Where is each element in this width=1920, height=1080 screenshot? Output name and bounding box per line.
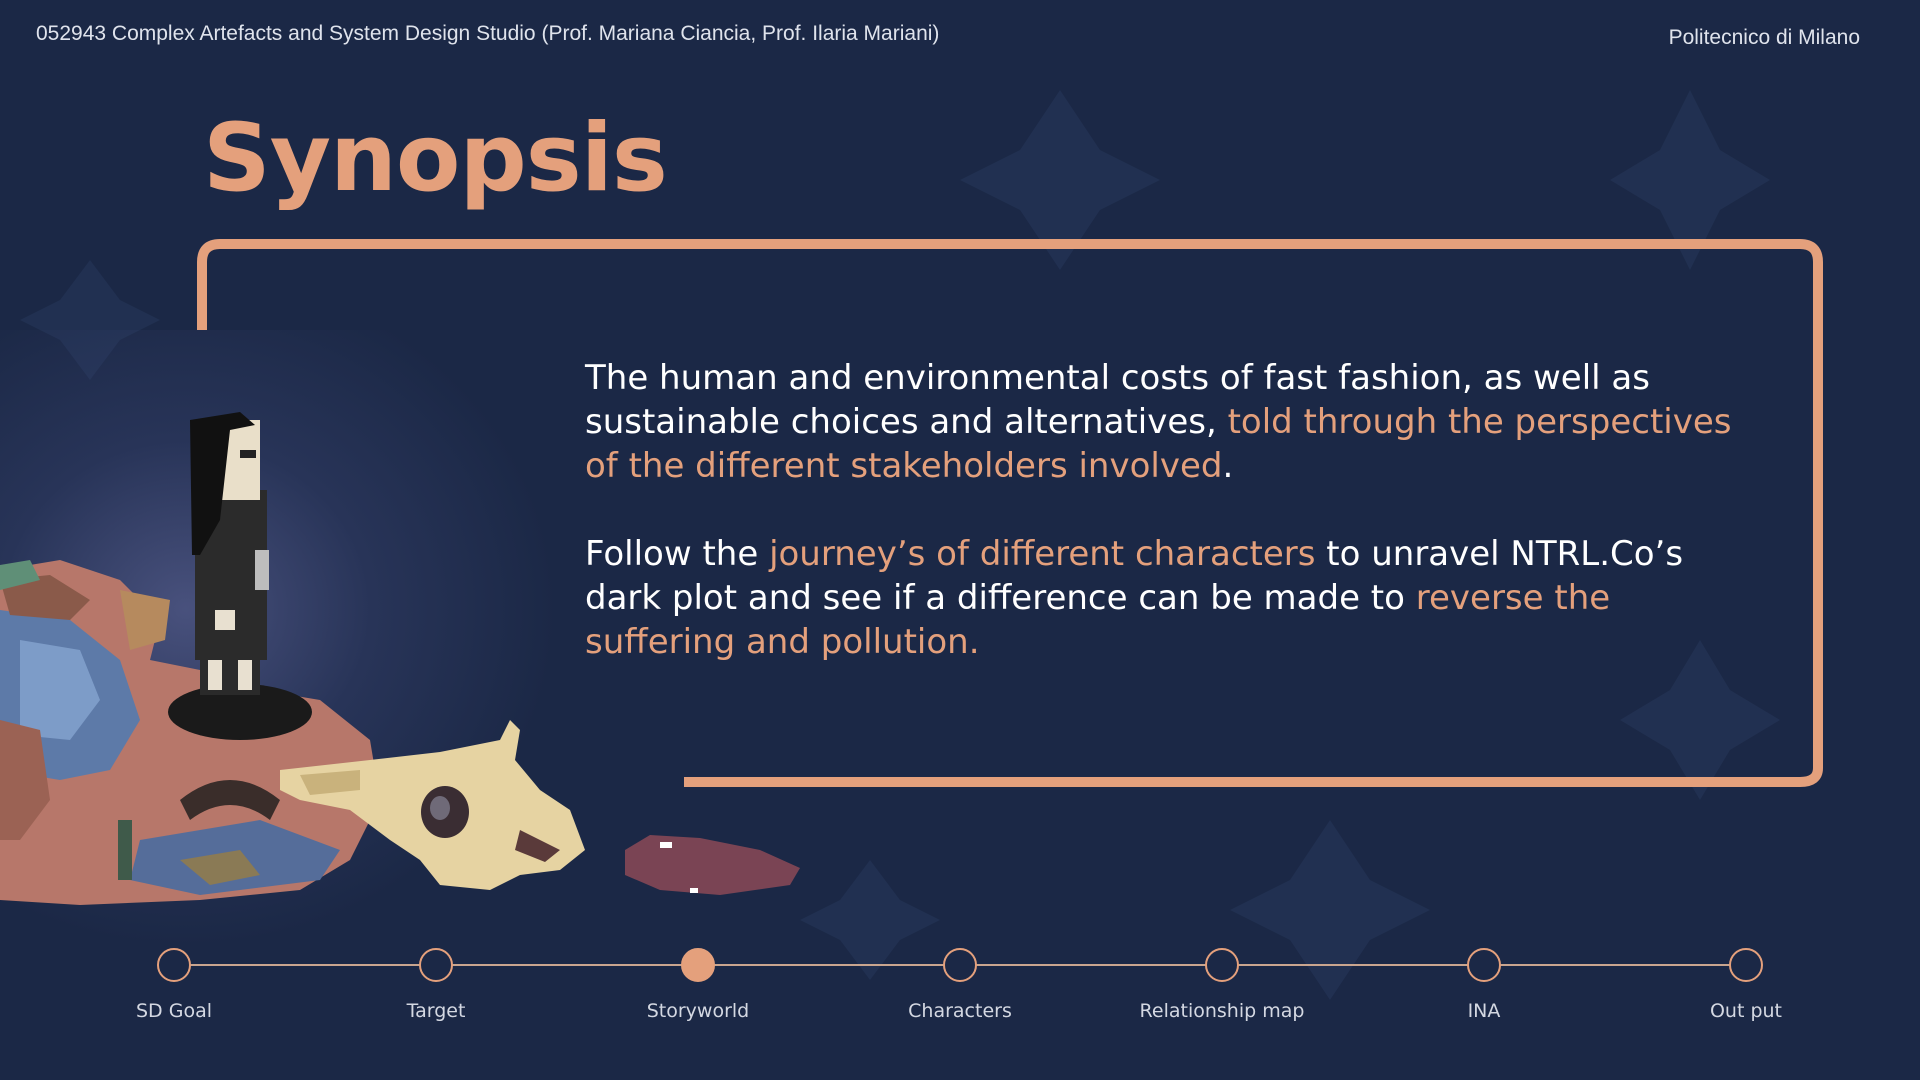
timeline-label[interactable]: Storyworld: [646, 1000, 750, 1022]
timeline-label[interactable]: INA: [1467, 1000, 1501, 1022]
timeline-label[interactable]: SD Goal: [136, 1000, 212, 1022]
course-header: 052943 Complex Artefacts and System Desi…: [36, 22, 940, 45]
skull: [280, 720, 585, 890]
small-rag: [625, 835, 800, 895]
timeline-label[interactable]: Target: [406, 1000, 466, 1022]
timeline-dot[interactable]: [1205, 948, 1239, 982]
clothing-pile: [0, 560, 380, 905]
timeline-label[interactable]: Out put: [1709, 1000, 1783, 1022]
synopsis-text: The human and environmental costs of fas…: [585, 356, 1745, 708]
timeline-dot[interactable]: [419, 948, 453, 982]
timeline-dot[interactable]: [1467, 948, 1501, 982]
timeline-dot[interactable]: [943, 948, 977, 982]
timeline-dot[interactable]: [1729, 948, 1763, 982]
progress-timeline: SD Goal Target Storyworld Characters Rel…: [0, 930, 1920, 1050]
timeline-label[interactable]: Relationship map: [1139, 1000, 1305, 1022]
university-name: Politecnico di Milano: [1668, 26, 1860, 49]
timeline-label[interactable]: Characters: [908, 1000, 1012, 1022]
page-title: Synopsis: [203, 104, 668, 213]
character-sprite: [168, 412, 312, 740]
synopsis-paragraph-1: The human and environmental costs of fas…: [585, 358, 1732, 486]
synopsis-paragraph-2: Follow the journey’s of different charac…: [585, 534, 1684, 662]
timeline-dot-active[interactable]: [681, 948, 715, 982]
timeline-dot[interactable]: [157, 948, 191, 982]
